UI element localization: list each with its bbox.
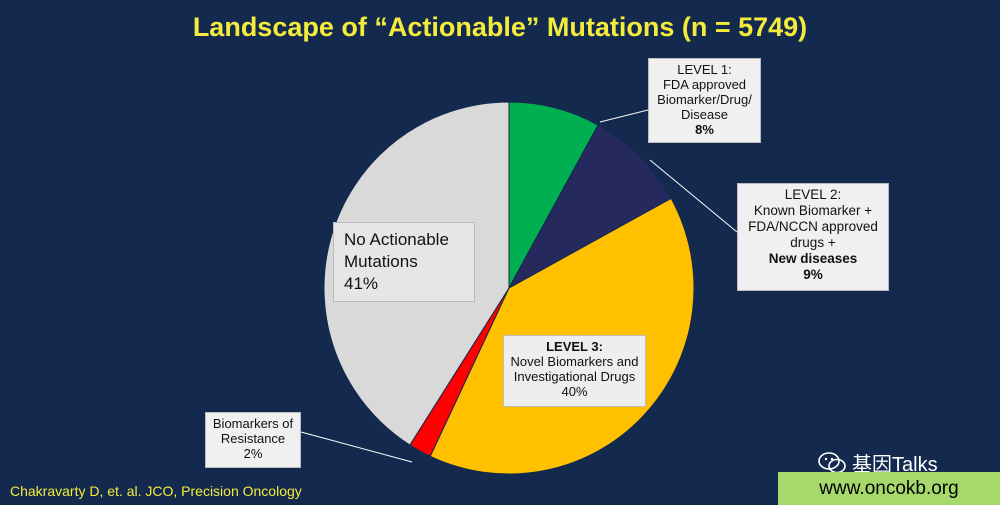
label-level1: LEVEL 1: FDA approved Biomarker/Drug/ Di… xyxy=(648,58,761,143)
label-level2-line4: drugs + xyxy=(790,235,836,250)
label-level1-pct: 8% xyxy=(695,122,714,137)
label-level2-line5: New diseases xyxy=(768,251,858,266)
label-no-actionable-line1: No Actionable xyxy=(344,230,449,249)
label-no-actionable: No Actionable Mutations 41% xyxy=(333,222,475,302)
leader-line-resistance xyxy=(300,431,413,463)
label-level2-pct: 9% xyxy=(803,267,823,282)
label-no-actionable-pct: 41% xyxy=(344,274,379,293)
label-level3-pct: 40% xyxy=(561,384,588,399)
label-level3-line1: LEVEL 3: xyxy=(546,339,603,354)
slice-level2 xyxy=(507,124,672,290)
watermark-text: 基因Talks xyxy=(852,454,938,476)
label-level3: LEVEL 3: Novel Biomarkers and Investigat… xyxy=(503,335,646,407)
leader-line-level2 xyxy=(649,159,738,233)
label-resistance-pct: 2% xyxy=(243,446,263,461)
label-resistance-line1: Biomarkers of xyxy=(212,416,294,431)
label-level3-line2: Novel Biomarkers and xyxy=(510,354,639,369)
slice-level1 xyxy=(508,101,599,289)
label-level1-line3: Biomarker/Drug/ xyxy=(657,92,752,107)
label-level1-line1: LEVEL 1: xyxy=(677,62,732,77)
label-no-actionable-line2: Mutations xyxy=(344,252,418,271)
label-level2-line2: Known Biomarker + xyxy=(753,203,873,218)
chart-title: Landscape of “Actionable” Mutations (n =… xyxy=(192,12,808,42)
label-resistance-line2: Resistance xyxy=(220,431,286,446)
label-level1-line4: Disease xyxy=(681,107,728,122)
label-resistance: Biomarkers of Resistance 2% xyxy=(205,412,301,468)
leader-line-level1 xyxy=(599,109,649,123)
label-level3-line3: Investigational Drugs xyxy=(513,369,636,384)
watermark: 基因Talks xyxy=(818,448,938,477)
site-link[interactable]: www.oncokb.org xyxy=(778,472,1000,505)
label-level2-line3: FDA/NCCN approved xyxy=(748,219,878,234)
citation: Chakravarty D, et. al. JCO, Precision On… xyxy=(10,483,302,499)
label-level1-line2: FDA approved xyxy=(662,77,747,92)
label-level2-line1: LEVEL 2: xyxy=(784,187,842,202)
label-level2: LEVEL 2: Known Biomarker + FDA/NCCN appr… xyxy=(737,183,889,291)
wechat-icon xyxy=(818,451,846,474)
